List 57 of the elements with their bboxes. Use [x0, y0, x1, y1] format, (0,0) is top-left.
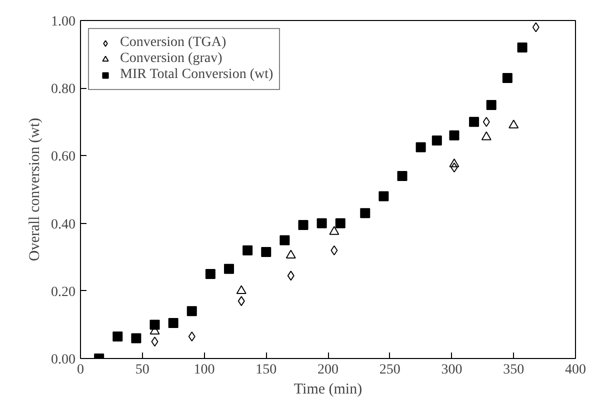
point: [502, 72, 512, 83]
point: [316, 218, 327, 228]
point: [298, 220, 308, 230]
y-tick-label: 0.80: [51, 82, 76, 98]
y-axis-title: Overall conversion (wt): [27, 118, 43, 262]
point: [261, 247, 272, 258]
point: [335, 218, 346, 228]
point: [449, 158, 460, 168]
x-tick-label: 400: [565, 362, 586, 378]
point: [286, 250, 296, 259]
x-tick-label: 300: [441, 362, 462, 378]
point: [205, 269, 216, 279]
point: [329, 226, 340, 235]
point: [168, 318, 178, 328]
point: [532, 22, 540, 32]
point: [481, 131, 492, 140]
point: [236, 285, 246, 294]
point: [238, 296, 245, 306]
x-tick-label: 50: [135, 362, 150, 378]
point: [432, 135, 442, 146]
point: [517, 42, 528, 53]
point: [482, 116, 490, 127]
point: [224, 264, 234, 274]
x-tick-label: 250: [379, 362, 400, 378]
point: [397, 170, 408, 181]
x-tick-label: 150: [256, 362, 277, 378]
x-tick-label: 100: [194, 362, 215, 378]
y-tick-label: 0.00: [51, 352, 76, 368]
point: [416, 142, 426, 152]
point: [450, 162, 458, 173]
point: [280, 235, 290, 246]
point: [449, 130, 460, 140]
point: [186, 306, 197, 316]
x-axis-title: Time (min): [294, 382, 362, 398]
y-tick-label: 1.00: [51, 14, 76, 30]
y-tick-label: 0.20: [51, 284, 76, 300]
point: [112, 332, 123, 342]
point: [378, 191, 389, 202]
point: [150, 320, 160, 330]
legend-label: MIR Total Conversion (wt): [120, 67, 274, 83]
point: [469, 116, 480, 127]
y-tick-label: 0.40: [51, 217, 76, 232]
point: [508, 120, 519, 128]
point: [287, 270, 294, 281]
y-tick-label: 0.60: [51, 150, 76, 165]
legend-label: Conversion (grav): [120, 51, 222, 67]
point: [486, 100, 496, 110]
x-tick-label: 0: [77, 362, 84, 378]
point: [131, 333, 142, 344]
legend-label: Conversion (TGA): [120, 35, 226, 51]
point: [360, 208, 370, 218]
x-tick-label: 350: [503, 362, 524, 378]
point: [242, 245, 253, 256]
point: [330, 245, 338, 256]
point: [188, 332, 196, 342]
point: [151, 336, 158, 347]
x-tick-label: 200: [318, 362, 338, 378]
